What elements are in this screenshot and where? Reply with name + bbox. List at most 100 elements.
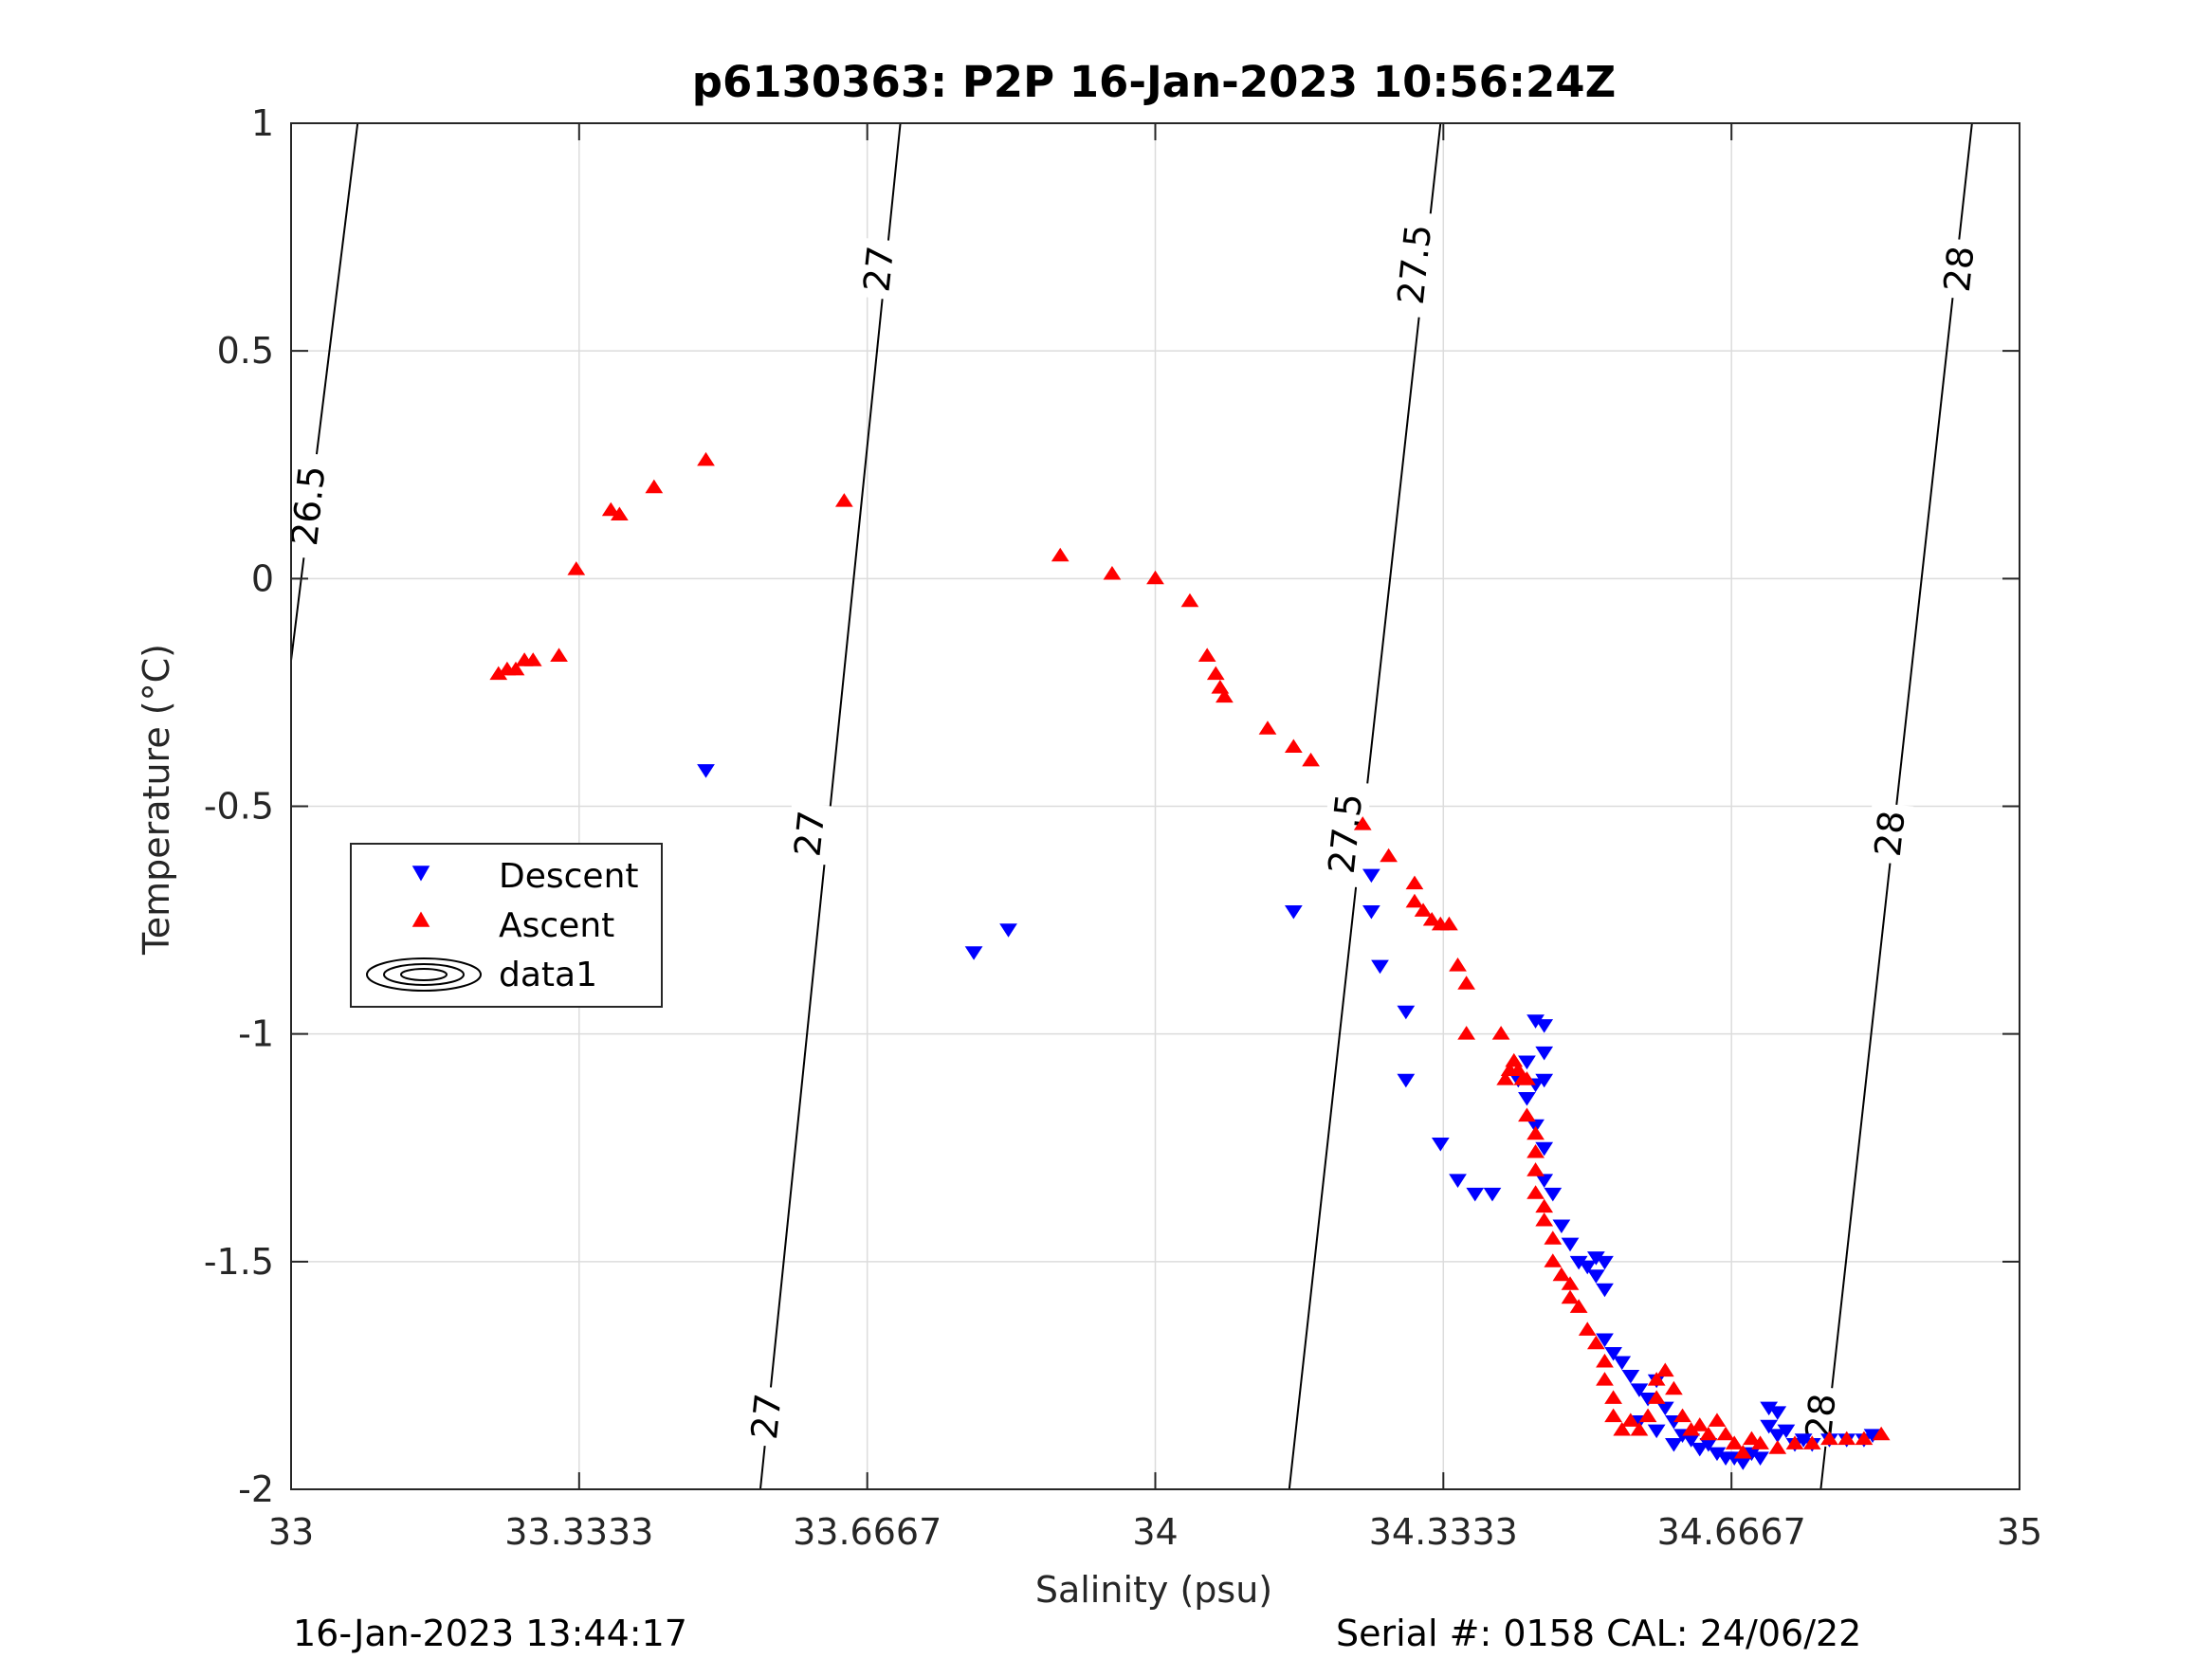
ascent-point bbox=[1613, 1421, 1632, 1436]
x-tick-label: 33.6667 bbox=[793, 1511, 941, 1553]
descent-point bbox=[1691, 1442, 1709, 1457]
ascent-point bbox=[567, 561, 586, 575]
x-tick-labels: 33 33.3333 33.6667 34 34.3333 34.6667 35 bbox=[268, 1511, 2042, 1553]
ascent-point bbox=[1673, 1408, 1691, 1423]
legend: Descent Ascent data1 bbox=[350, 843, 663, 1008]
ascent-point bbox=[610, 506, 629, 521]
ascent-point bbox=[1872, 1426, 1891, 1441]
x-tick-label: 34.6667 bbox=[1657, 1511, 1806, 1553]
ascent-point bbox=[506, 661, 525, 676]
descent-point bbox=[1768, 1406, 1787, 1420]
legend-data1-marker bbox=[366, 957, 482, 992]
descent-point bbox=[1596, 1333, 1614, 1348]
y-tick-labels: -2 -1.5 -1 -0.5 0 0.5 1 bbox=[204, 102, 274, 1510]
descent-point bbox=[1535, 1046, 1554, 1061]
descent-point bbox=[1751, 1451, 1769, 1466]
ascent-point bbox=[1621, 1413, 1640, 1427]
ascent-point bbox=[1699, 1426, 1718, 1441]
ascent-point bbox=[1630, 1421, 1649, 1436]
ascent-point bbox=[550, 647, 568, 662]
y-tick-label: 0.5 bbox=[217, 330, 274, 372]
footer-timestamp: 16-Jan-2023 13:44:17 bbox=[293, 1613, 687, 1654]
contour-label-text: 28 bbox=[1936, 244, 1983, 294]
descent-point bbox=[1362, 868, 1380, 884]
descent-point bbox=[999, 923, 1017, 938]
ascent-point bbox=[1604, 1390, 1622, 1404]
x-tick-label: 33 bbox=[268, 1511, 314, 1553]
ascent-series bbox=[489, 451, 1891, 1459]
descent-point bbox=[1362, 905, 1380, 920]
ascent-point bbox=[1569, 1299, 1588, 1313]
ascent-point bbox=[1405, 893, 1424, 908]
ascent-point bbox=[1561, 1276, 1580, 1290]
descent-point bbox=[964, 946, 983, 960]
ascent-point bbox=[1586, 1335, 1605, 1350]
ascent-point bbox=[1768, 1440, 1787, 1454]
contour-label: 27 bbox=[785, 802, 834, 866]
ascent-point bbox=[1751, 1435, 1769, 1449]
axes bbox=[290, 122, 2020, 1490]
ascent-point bbox=[1457, 1026, 1476, 1040]
descent-point bbox=[1647, 1424, 1666, 1439]
ascent-point bbox=[1405, 875, 1424, 890]
ascent-point bbox=[1552, 1267, 1571, 1282]
y-tick-label: -1 bbox=[238, 1013, 274, 1055]
ascent-point bbox=[1647, 1372, 1666, 1386]
descent-point bbox=[1449, 1174, 1467, 1188]
ascent-point bbox=[1785, 1435, 1804, 1449]
ascent-point bbox=[1820, 1431, 1838, 1446]
ascent-point bbox=[1708, 1413, 1727, 1427]
ascent-point bbox=[1302, 752, 1320, 767]
descent-point bbox=[1518, 1091, 1536, 1106]
y-tick-label: -0.5 bbox=[204, 786, 274, 828]
descent-point bbox=[1768, 1429, 1787, 1443]
legend-ascent-label: Ascent bbox=[499, 906, 614, 945]
y-tick-label: -1.5 bbox=[204, 1241, 274, 1283]
descent-point bbox=[1621, 1369, 1640, 1384]
contour-label: 27 bbox=[854, 237, 903, 301]
descent-point bbox=[1596, 1283, 1614, 1298]
y-axis-label: Temperature (°C) bbox=[136, 644, 177, 956]
ascent-point bbox=[1655, 1362, 1674, 1377]
ascent-point bbox=[1051, 547, 1069, 562]
x-tick-label: 34.3333 bbox=[1369, 1511, 1518, 1553]
contour-label: 27.5 bbox=[1388, 210, 1441, 319]
ascent-point bbox=[1535, 1198, 1554, 1213]
contour-label: 28 bbox=[1866, 802, 1914, 866]
ascent-point bbox=[1518, 1071, 1536, 1085]
chart-title: p6130363: P2P 16-Jan-2023 10:56:24Z bbox=[692, 57, 1617, 107]
descent-point bbox=[1397, 1005, 1416, 1020]
ascent-point bbox=[1561, 1289, 1580, 1304]
descent-point bbox=[1431, 1138, 1450, 1152]
descent-point bbox=[1561, 1237, 1580, 1252]
x-tick-label: 34 bbox=[1132, 1511, 1178, 1553]
ascent-point bbox=[1725, 1435, 1744, 1449]
ascent-point bbox=[1743, 1431, 1761, 1446]
ascent-point bbox=[1604, 1408, 1622, 1423]
legend-descent-marker bbox=[411, 866, 430, 882]
contour-label: 27 bbox=[742, 1385, 791, 1449]
ascent-point bbox=[1216, 688, 1234, 703]
x-tick-label: 33.3333 bbox=[504, 1511, 653, 1553]
ascent-point bbox=[1449, 957, 1467, 972]
ascent-point bbox=[1578, 1322, 1597, 1336]
descent-point bbox=[1604, 1346, 1622, 1361]
contour-label-text: 27 bbox=[786, 809, 832, 859]
ascent-point bbox=[1526, 1185, 1545, 1199]
descent-point bbox=[1578, 1260, 1597, 1275]
ascent-point bbox=[1526, 1143, 1545, 1158]
ascent-point bbox=[1440, 916, 1458, 931]
ascent-point bbox=[1665, 1380, 1683, 1395]
descent-point bbox=[1630, 1383, 1649, 1397]
ascent-point bbox=[1855, 1431, 1874, 1446]
ascent-point bbox=[1197, 647, 1216, 662]
y-tick-label: -2 bbox=[238, 1468, 274, 1510]
descent-point bbox=[1518, 1055, 1536, 1070]
ascent-point bbox=[1103, 565, 1122, 580]
ascent-point bbox=[1716, 1426, 1735, 1441]
ascent-point bbox=[1596, 1372, 1614, 1386]
descent-point bbox=[1760, 1419, 1779, 1434]
ascent-point bbox=[1837, 1431, 1856, 1446]
contour-label: 27.5 bbox=[1319, 779, 1372, 888]
